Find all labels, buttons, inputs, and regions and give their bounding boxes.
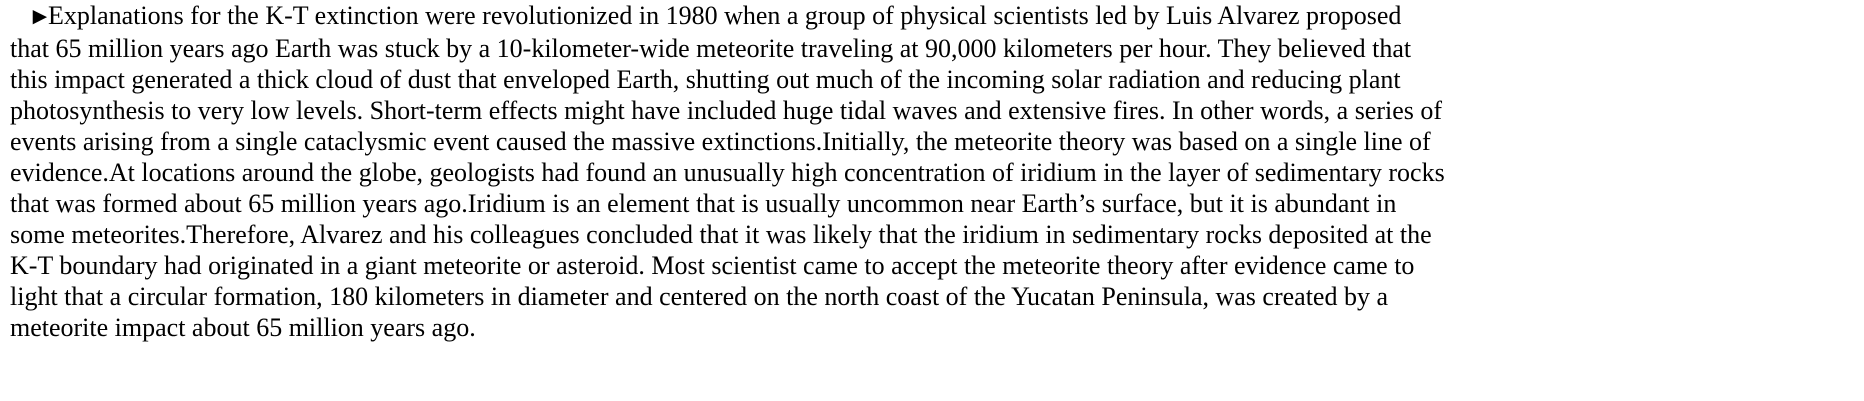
passage-line-7: that was formed about 65 million years a…	[10, 189, 1397, 218]
paragraph-marker-icon: ►	[28, 4, 52, 30]
passage-line-5: events arising from a single cataclysmic…	[10, 127, 1431, 156]
passage-line-4: photosynthesis to very low levels. Short…	[10, 96, 1443, 125]
passage-line-10: light that a circular formation, 180 kil…	[10, 282, 1388, 311]
passage-line-8: some meteorites.Therefore, Alvarez and h…	[10, 220, 1432, 249]
passage-line-6: evidence.At locations around the globe, …	[10, 158, 1445, 187]
passage-line-11: meteorite impact about 65 million years …	[10, 313, 476, 342]
passage-line-1-text: Explanations for the K-T extinction were…	[48, 1, 1402, 30]
passage-line-2: that 65 million years ago Earth was stuc…	[10, 34, 1412, 63]
passage-line-3: this impact generated a thick cloud of d…	[10, 65, 1401, 94]
passage-paragraph: ►Explanations for the K-T extinction wer…	[10, 0, 1860, 343]
passage-line-9: K-T boundary had originated in a giant m…	[10, 251, 1415, 280]
passage-line-1: ►Explanations for the K-T extinction wer…	[10, 0, 1860, 33]
